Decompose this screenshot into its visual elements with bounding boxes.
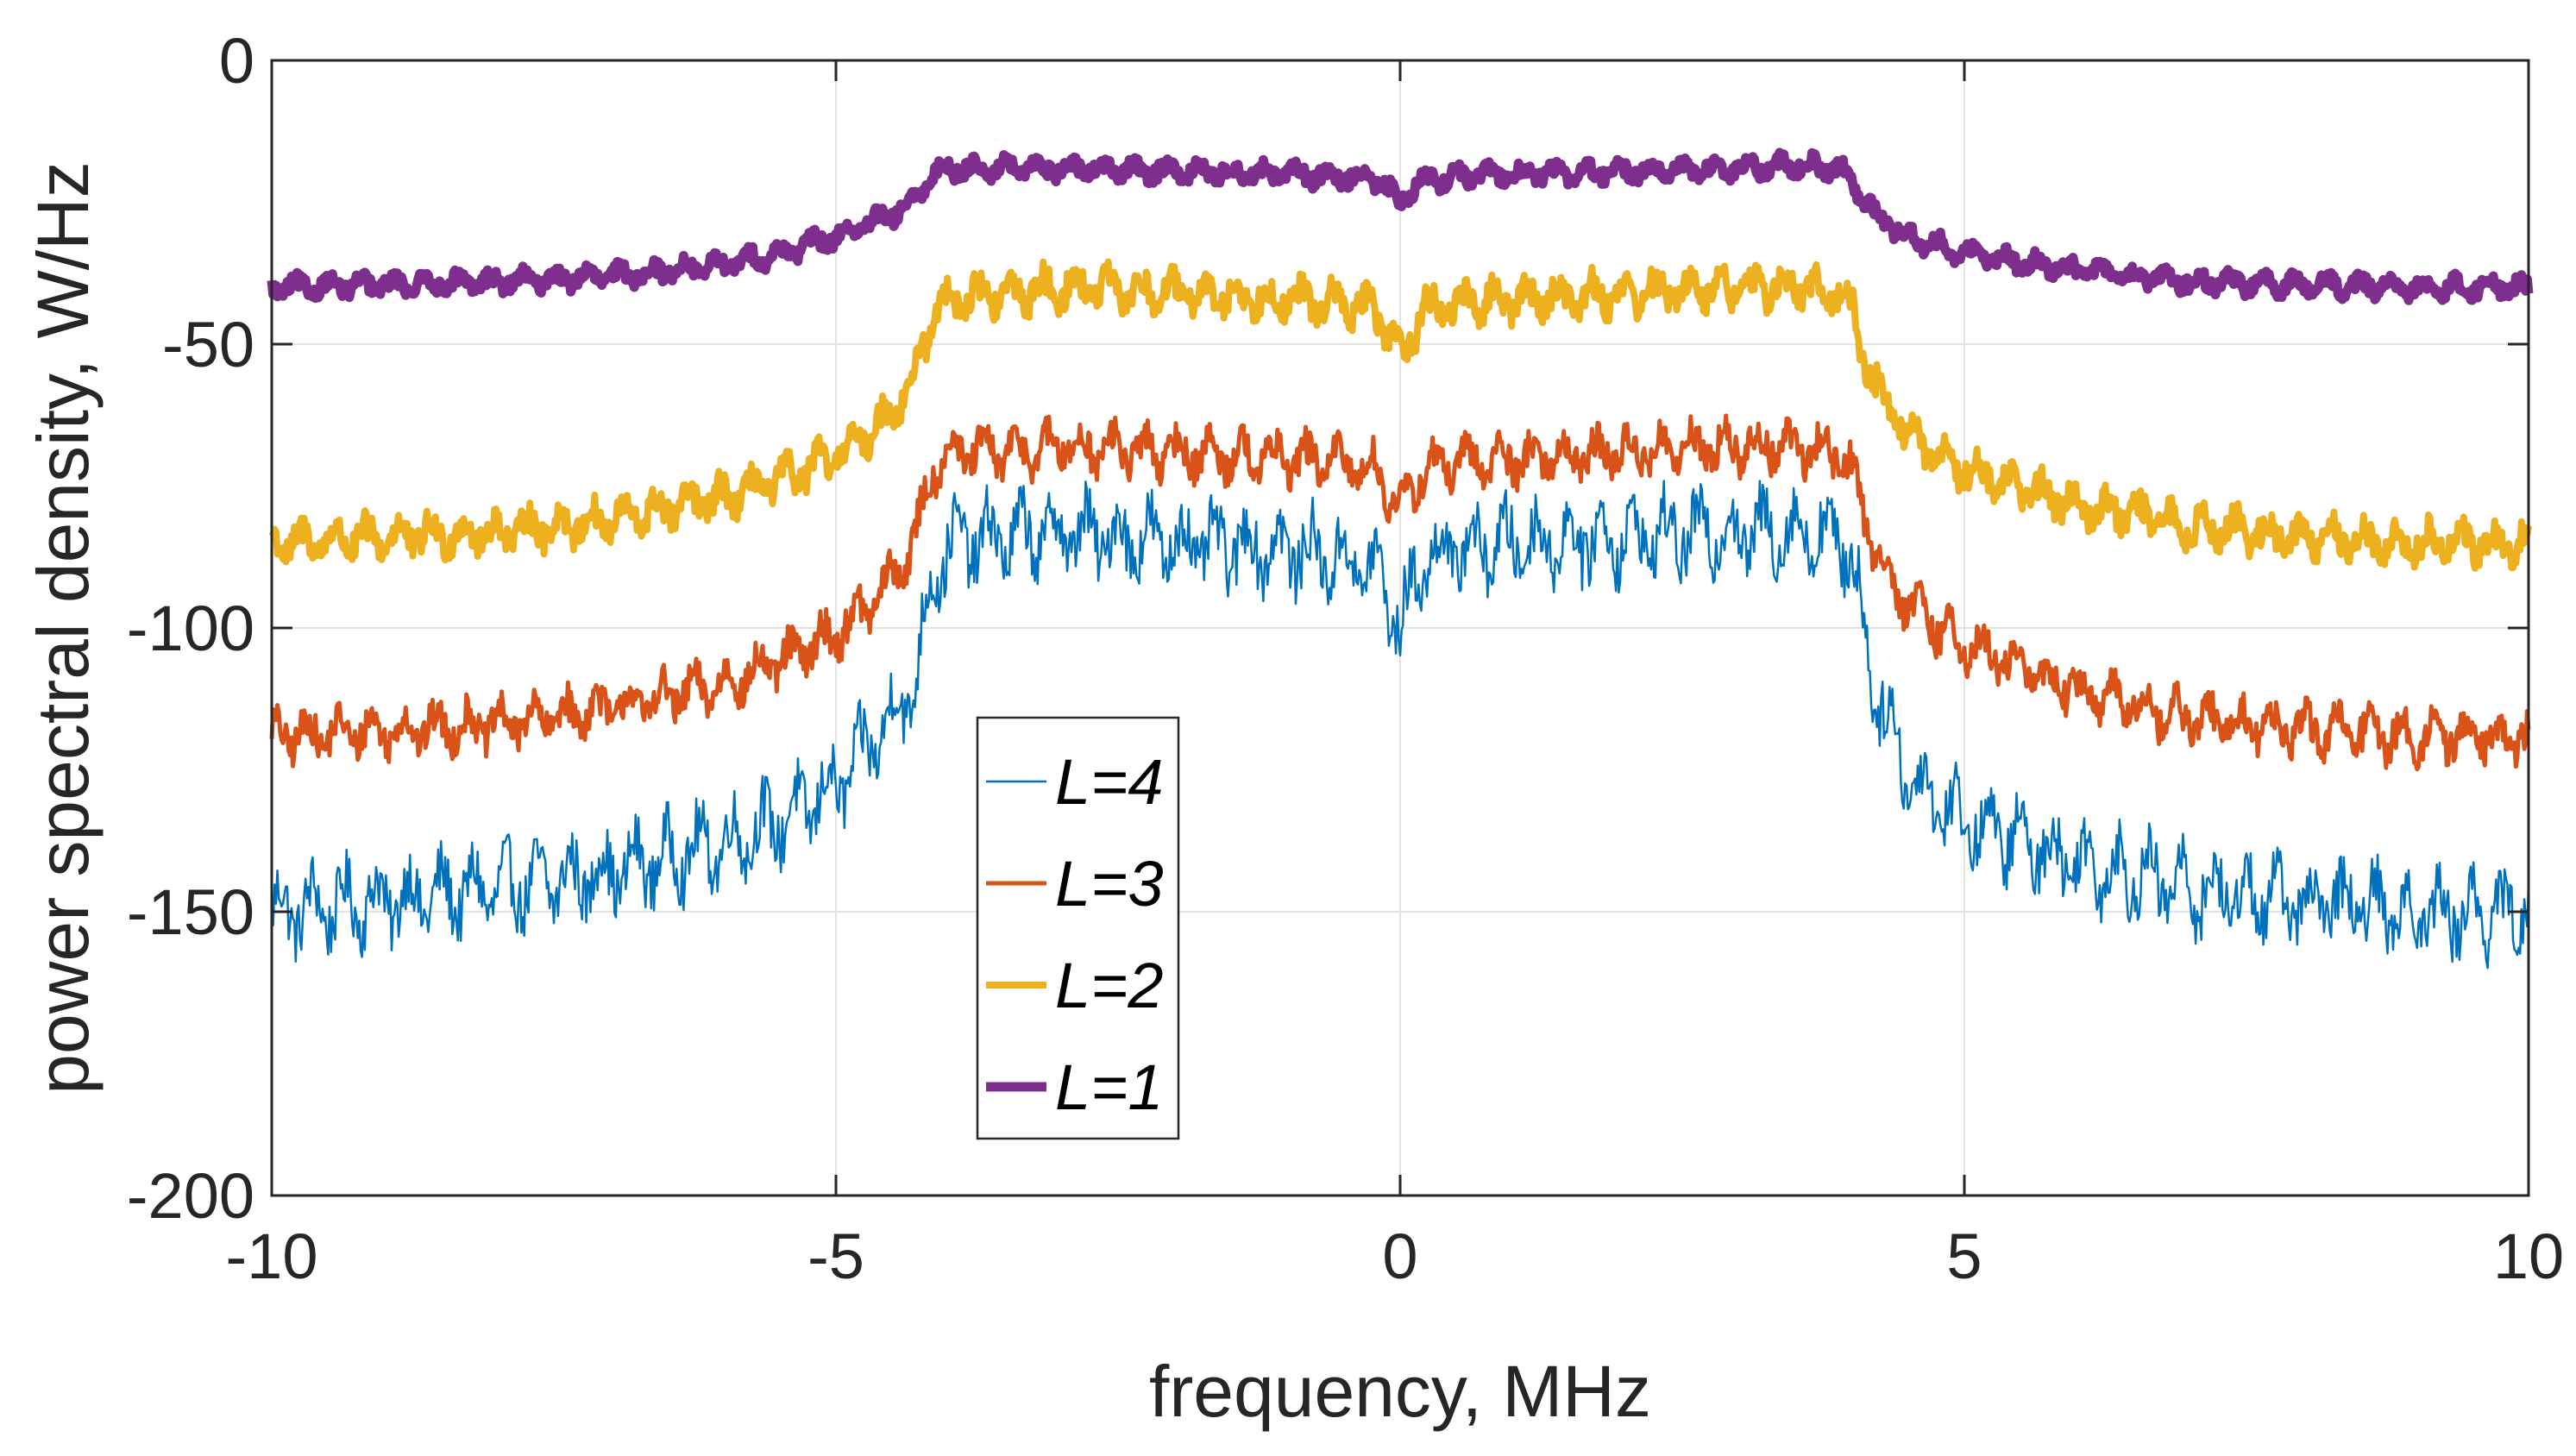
legend-label: L=4 [1055,746,1164,818]
legend-box [976,716,1180,1140]
x-tick-label: 0 [1382,1221,1417,1292]
y-tick-label: -50 [162,309,254,380]
x-tick-label: -10 [226,1221,318,1292]
series-line-l3 [269,413,2531,772]
y-tick-label: -150 [127,876,254,948]
x-tick-label: 5 [1946,1221,1982,1292]
legend: L=4 L=3 L=2 L=1 [976,716,1180,1140]
legend-label: L=1 [1055,1051,1164,1123]
series-line-l2 [268,258,2532,572]
legend-label: L=2 [1055,950,1164,1021]
legend-label: L=3 [1055,848,1164,919]
y-tick-label: -100 [127,593,254,664]
grid-lines [272,60,2529,1196]
axis-ticks: -10 -5 0 5 100-50-100-150-200 [127,25,2564,1292]
series-group [267,147,2534,970]
x-axis-label: frequency, MHz [1149,1351,1651,1432]
y-tick-label: -200 [127,1160,254,1232]
series-line-l1 [267,147,2534,305]
y-tick-label: 0 [219,25,254,97]
y-axis-label: power spectral density, W/Hz [22,161,104,1094]
series-line-l4 [270,480,2530,970]
x-tick-label: -5 [807,1221,864,1292]
x-tick-label: 10 [2493,1221,2564,1292]
